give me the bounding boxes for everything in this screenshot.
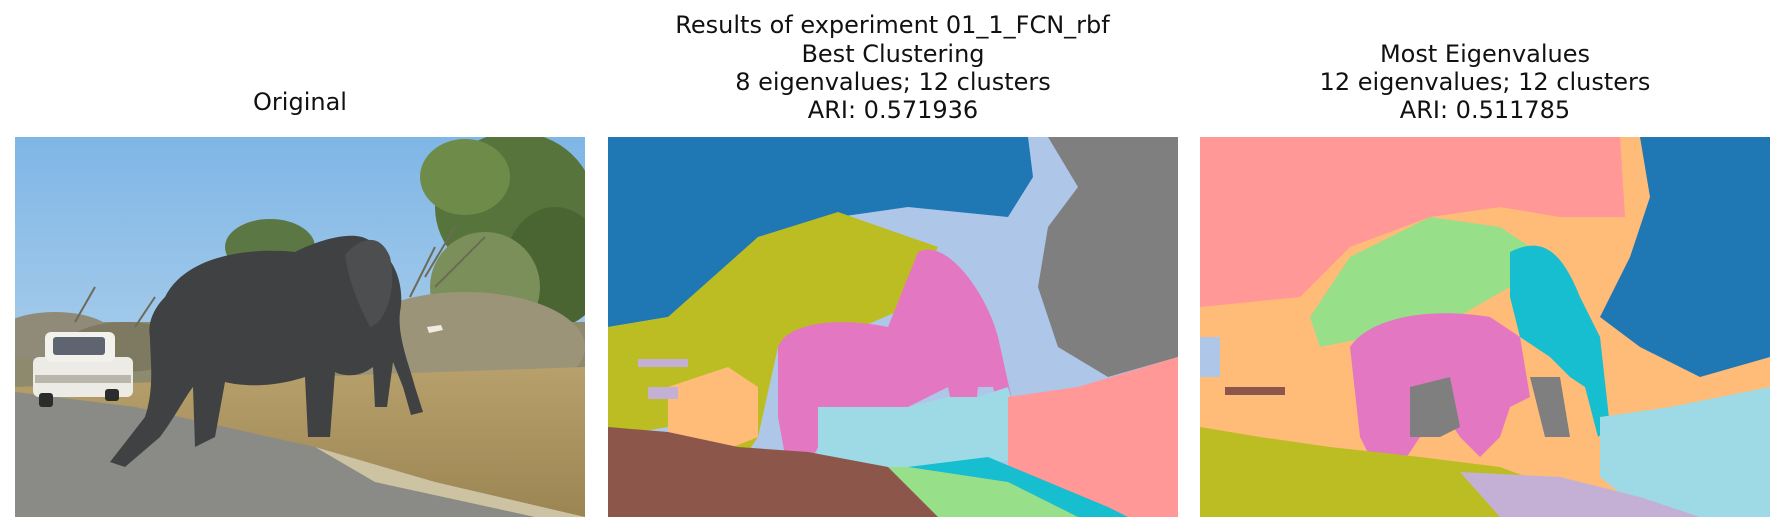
best-cluster-map <box>608 137 1178 517</box>
cluster-map-best <box>608 137 1178 517</box>
panel-title-line: Most Eigenvalues <box>1379 40 1591 68</box>
panel-title-line: ARI: 0.511785 <box>1399 96 1571 124</box>
original-image <box>15 137 585 517</box>
panel-original: Original <box>15 0 585 532</box>
elephant-photo <box>15 137 585 517</box>
panel-title-line: Original <box>253 88 347 116</box>
most-cluster-map <box>1200 137 1770 517</box>
panel-title-original: Original <box>15 88 585 116</box>
elephant <box>110 235 443 467</box>
panel-title-line: ARI: 0.571936 <box>807 96 979 124</box>
panel-most-eigenvalues: Most Eigenvalues 12 eigenvalues; 12 clus… <box>1200 0 1770 532</box>
white-car <box>33 332 133 407</box>
panel-title-line: 8 eigenvalues; 12 clusters <box>735 68 1051 96</box>
panel-title-best: Best Clustering 8 eigenvalues; 12 cluste… <box>608 40 1178 124</box>
panel-title-most: Most Eigenvalues 12 eigenvalues; 12 clus… <box>1200 40 1770 124</box>
figure-suptitle: Results of experiment 01_1_FCN_rbf <box>675 11 1110 39</box>
cluster-map-most <box>1200 137 1770 517</box>
panel-best-clustering: Best Clustering 8 eigenvalues; 12 cluste… <box>608 0 1178 532</box>
panel-title-line: Best Clustering <box>801 40 985 68</box>
panel-title-line: 12 eigenvalues; 12 clusters <box>1319 68 1651 96</box>
